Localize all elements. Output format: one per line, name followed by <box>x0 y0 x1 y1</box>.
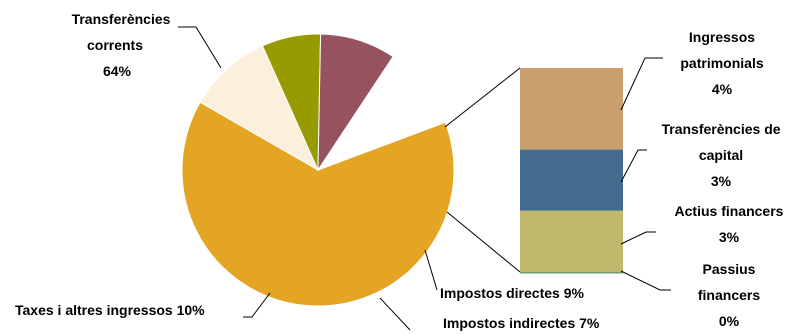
pie-slice-3 <box>317 33 394 172</box>
leader-line-7 <box>620 149 647 183</box>
label-actius-financers: Actius financers <box>675 203 784 219</box>
pie-slice-0 <box>181 101 455 307</box>
label-transferencies-capital-pct: 3% <box>711 173 732 189</box>
bar-segment-1 <box>520 149 623 211</box>
leader-lines <box>178 26 671 331</box>
label-transferencies-corrents-pct: 64% <box>103 63 132 79</box>
leader-line-1 <box>446 211 521 273</box>
leader-line-2 <box>178 26 222 69</box>
label-passius-financers-line2: financers <box>698 287 760 303</box>
label-taxes: Taxes i altres ingressos 10% <box>15 302 205 318</box>
label-transferencies-corrents-line1: Transferències <box>72 11 171 27</box>
label-ingressos-patrimonials-line1: Ingressos <box>689 29 755 45</box>
label-transferencies-corrents-line2: corrents <box>87 37 143 53</box>
label-ingressos-patrimonials-line2: patrimonials <box>680 55 763 71</box>
label-actius-financers-pct: 3% <box>719 229 740 245</box>
bar-segment-2 <box>520 210 623 272</box>
leader-line-4 <box>379 297 411 331</box>
bar-segments <box>520 68 623 274</box>
leader-line-8 <box>620 231 656 245</box>
pie-slice-1 <box>199 45 320 172</box>
label-passius-financers-line1: Passius <box>703 261 756 277</box>
label-transferencies-capital-line2: capital <box>699 147 743 163</box>
leader-line-5 <box>424 249 438 291</box>
leader-line-9 <box>620 270 671 291</box>
label-transferencies-capital-line1: Transferències de <box>661 121 780 137</box>
bar-segment-3 <box>520 272 623 274</box>
label-impostos-directes: Impostos directes 9% <box>440 285 584 301</box>
label-ingressos-patrimonials-pct: 4% <box>712 81 733 97</box>
leader-line-3 <box>243 292 271 318</box>
label-impostos-indirectes: Impostos indirectes 7% <box>443 315 600 331</box>
bar-segment-0 <box>520 68 623 150</box>
label-passius-financers-pct: 0% <box>719 313 740 329</box>
leader-line-6 <box>620 57 663 111</box>
pie-slices <box>181 33 455 307</box>
leader-line-0 <box>444 67 521 128</box>
